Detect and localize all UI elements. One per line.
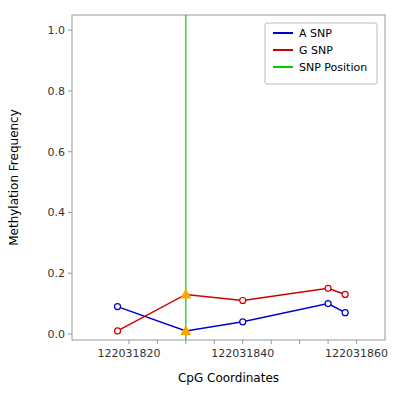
x-tick <box>242 340 243 344</box>
x-tick-label: 122031820 <box>97 347 160 360</box>
x-tick <box>128 340 129 344</box>
legend-swatch <box>273 66 293 68</box>
y-tick <box>68 151 72 152</box>
y-axis-label: Methylation Frequency <box>7 109 21 246</box>
y-tick-label: 0.0 <box>48 328 66 341</box>
y-tick-label: 0.6 <box>48 146 66 159</box>
legend-swatch <box>273 49 293 51</box>
x-tick <box>185 340 186 344</box>
x-tick <box>157 340 158 344</box>
legend-label: G SNP <box>299 44 333 57</box>
y-tick <box>68 273 72 274</box>
x-tick-label: 122031860 <box>325 347 388 360</box>
legend-label: SNP Position <box>299 61 367 74</box>
x-axis-label: CpG Coordinates <box>178 371 279 385</box>
y-tick-label: 1.0 <box>48 24 66 37</box>
y-tick <box>68 90 72 91</box>
point <box>325 285 331 291</box>
point <box>240 319 246 325</box>
y-tick-label: 0.4 <box>48 206 66 219</box>
legend-label: A SNP <box>299 27 332 40</box>
y-tick-label: 0.2 <box>48 267 66 280</box>
x-tick <box>356 340 357 344</box>
y-tick-label: 0.8 <box>48 85 66 98</box>
legend-swatch <box>273 32 293 34</box>
series-line <box>118 304 346 331</box>
point <box>342 310 348 316</box>
point <box>115 304 121 310</box>
series-line <box>118 288 346 331</box>
x-tick <box>328 340 329 344</box>
legend-box <box>265 23 377 84</box>
y-tick <box>68 333 72 334</box>
snp-marker <box>180 325 191 335</box>
point <box>342 291 348 297</box>
y-tick <box>68 30 72 31</box>
legend: A SNP G SNP SNP Position <box>265 23 377 84</box>
point <box>115 328 121 334</box>
chart: 0.0 0.2 0.4 0.6 0.8 1.0 122031820 122031840 1220… <box>0 0 400 400</box>
x-tick <box>271 340 272 344</box>
snp-marker <box>180 288 191 298</box>
point <box>240 298 246 304</box>
x-tick <box>299 340 300 344</box>
x-tick-label: 122031840 <box>211 347 274 360</box>
plot-frame <box>72 15 385 340</box>
point <box>325 301 331 307</box>
x-tick <box>214 340 215 344</box>
y-tick <box>68 212 72 213</box>
